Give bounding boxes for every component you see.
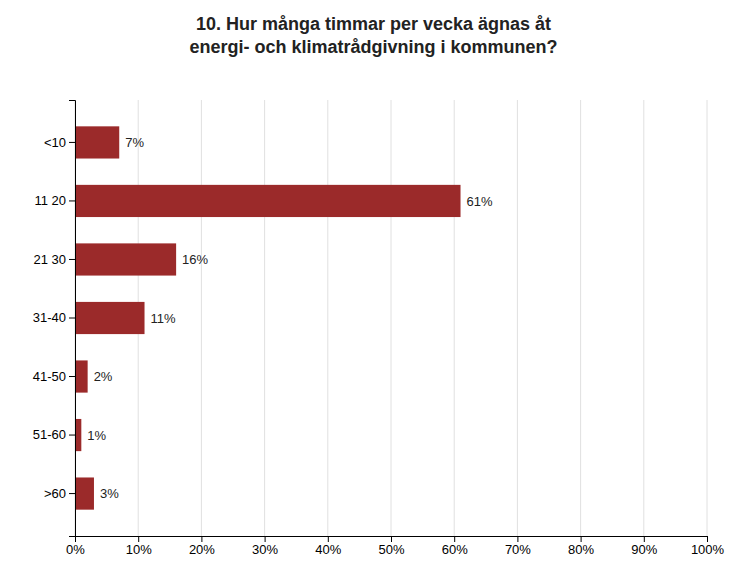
tick-mark [644,536,645,542]
tick-label: 80% [568,542,594,557]
title-line: 10. Hur många timmar per vecka ägnas åt [196,14,551,34]
tick-mark [69,200,75,201]
grid-line [707,100,708,536]
tick-mark [69,435,75,436]
bar [75,243,176,275]
bar [75,360,88,392]
plot: 0% 10% 20% 30% 40% 50% 60% 70% 80% 90% 100% <10 11 2… [33,100,725,557]
tick: 40% [315,536,341,557]
x-axis: 0% 10% 20% 30% 40% 50% 60% 70% 80% 90% 100% [66,536,724,557]
tick-mark [69,493,75,494]
tick-label: 20% [189,542,215,557]
grid [75,100,707,536]
tick: 11 20 [34,193,75,208]
tick-label: 31-40 [33,310,66,325]
tick: 10% [126,536,152,557]
tick: 50% [378,536,404,557]
tick-mark [328,536,329,542]
grid-line [454,100,455,536]
tick: <10 [44,135,75,150]
tick-mark [69,376,75,377]
bar [75,302,145,334]
tick-label: 51-60 [33,427,66,442]
tick-label: 41-50 [33,369,66,384]
data-label: 1% [87,428,106,443]
tick-mark [138,536,139,542]
tick-label: 21 30 [33,252,66,267]
data-label: 11% [151,311,176,326]
tick-label: 50% [378,542,404,557]
tick-mark [581,536,582,542]
title-line: energi- och klimatrådgivning i kommunen? [189,37,557,57]
tick-mark [69,259,75,260]
tick: 51-60 [33,427,75,442]
tick: 30% [252,536,278,557]
data-label: 16% [182,252,208,267]
tick: 0% [66,536,85,557]
tick-label: <10 [44,135,66,150]
tick-label: 30% [252,542,278,557]
title: 10. Hur många timmar per vecka ägnas åt e… [189,14,557,57]
tick-label: 0% [66,542,85,557]
tick-label: 100% [691,542,725,557]
tick: 41-50 [33,369,75,384]
bar [75,126,119,158]
grid-line [201,100,202,536]
tick-label: 10% [126,542,152,557]
tick: 90% [631,536,657,557]
tick-mark [69,318,75,319]
grid-line [517,100,518,536]
tick: 31-40 [33,310,75,325]
bars [75,126,461,509]
bar [75,477,94,509]
grid-line [580,100,581,536]
tick-mark [454,536,455,542]
grid-line [327,100,328,536]
tick-label: 90% [631,542,657,557]
tick: 20% [189,536,215,557]
tick: >60 [44,486,75,501]
tick-mark [391,536,392,542]
bar [75,185,461,217]
tick-mark [69,142,75,143]
tick: 80% [568,536,594,557]
tick-label: 11 20 [34,193,66,208]
tick-mark [201,536,202,542]
tick-label: 40% [315,542,341,557]
grid-line [643,100,644,536]
tick-label: >60 [44,486,66,501]
tick: 21 30 [33,252,75,267]
chart: 10. Hur många timmar per vecka ägnas åt e… [0,0,747,581]
data-label: 2% [94,369,113,384]
tick: 60% [442,536,468,557]
tick: 70% [505,536,531,557]
grid-line [264,100,265,536]
tick-mark [517,536,518,542]
tick-mark [265,536,266,542]
y-axis: <10 11 20 21 30 31-40 41-50 51-60 >60 [33,101,76,537]
tick: 100% [691,536,725,557]
axis-line [76,537,708,543]
tick-label: 70% [505,542,531,557]
axis-line [69,101,76,537]
tick-mark [707,536,708,542]
data-label: 3% [100,486,119,501]
data-labels: 7% 61% 16% 11% 2% 1% 3% [87,135,493,501]
tick-label: 60% [442,542,468,557]
data-label: 7% [125,135,144,150]
grid-line [391,100,392,536]
data-label: 61% [467,194,493,209]
